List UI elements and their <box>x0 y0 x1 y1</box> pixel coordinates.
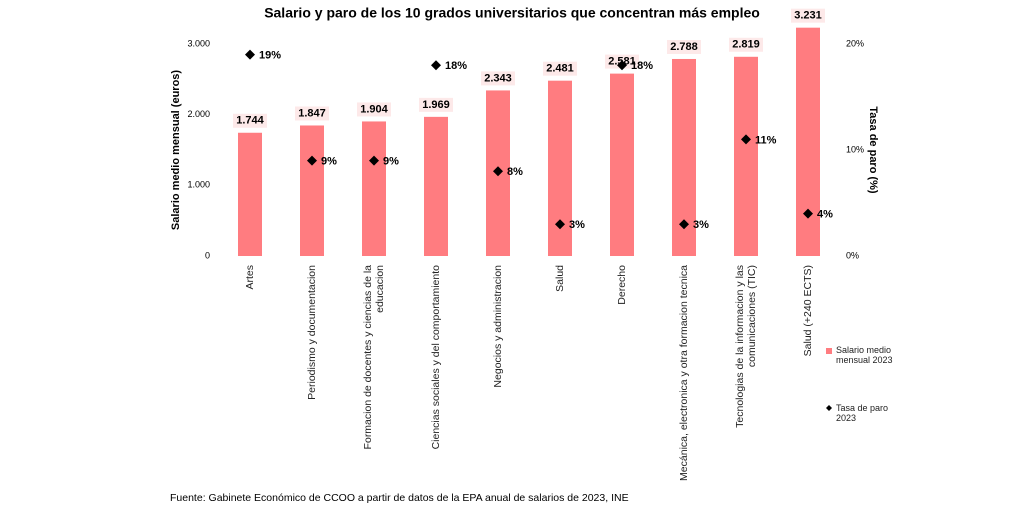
data-label: 2.343 <box>484 72 512 84</box>
data-label: 19% <box>259 50 281 62</box>
y-tick-label: 0 <box>205 250 210 260</box>
marker <box>679 219 689 230</box>
data-label-bg <box>295 106 329 121</box>
marker <box>803 208 813 219</box>
x-tick-label: Derecho <box>616 265 628 305</box>
marker <box>741 134 751 145</box>
x-tick-label: Negocios y administracion <box>492 265 504 388</box>
data-label: 11% <box>755 134 777 146</box>
data-label-bg <box>419 97 453 112</box>
x-tick-label: Salud (+240 ECTS) <box>802 265 814 357</box>
marker <box>307 155 317 166</box>
data-label-bg <box>357 102 391 117</box>
x-tick-label: Formacion de docentes y ciencias de la e… <box>362 265 386 450</box>
data-label: 1.904 <box>360 103 388 115</box>
marker <box>493 166 503 177</box>
marker <box>369 155 379 166</box>
x-tick-label: Mecánica, electronica y otra formacion t… <box>678 265 690 481</box>
x-tick-label: Periodismo y documentacion <box>306 265 318 400</box>
bar <box>610 73 634 256</box>
y2-tick-label: 10% <box>846 144 864 154</box>
data-label: 2.819 <box>732 39 760 51</box>
data-label: 3% <box>569 219 585 231</box>
bar <box>796 27 820 257</box>
chart-title: Salario y paro de los 10 grados universi… <box>264 5 760 21</box>
data-label-bg <box>791 8 825 23</box>
y-tick-label: 3.000 <box>187 38 210 48</box>
y2-axis-label: Tasa de paro (%) <box>867 106 879 194</box>
data-label-bg <box>729 37 763 52</box>
source: Fuente: Gabinete Económico de CCOO a par… <box>170 492 629 504</box>
y-axis-label: Salario medio mensual (euros) <box>170 70 182 230</box>
legend-swatch <box>826 405 832 411</box>
data-label: 1.847 <box>298 107 326 119</box>
data-label: 4% <box>817 209 833 221</box>
data-label: 1.969 <box>422 99 450 111</box>
x-tick-label: Ciencias sociales y del comportamiento <box>430 265 442 450</box>
data-label: 9% <box>321 156 337 168</box>
bar <box>238 132 262 256</box>
bar <box>424 116 448 256</box>
data-label: 18% <box>445 60 467 72</box>
legend-label: Salario medio mensual 2023 <box>836 345 893 365</box>
marker <box>555 219 565 230</box>
data-label: 3% <box>693 219 709 231</box>
data-label-bg <box>543 61 577 76</box>
y-tick-label: 1.000 <box>187 180 210 190</box>
data-label: 3.231 <box>794 10 822 22</box>
bar <box>734 56 758 257</box>
data-label-bg <box>481 71 515 86</box>
marker <box>617 60 627 71</box>
y-tick-label: 2.000 <box>187 109 210 119</box>
data-label: 1.744 <box>236 115 264 127</box>
y2-tick-label: 0% <box>846 250 859 260</box>
bar <box>300 125 324 256</box>
x-tick-label: Salud <box>554 265 566 292</box>
data-label: 2.481 <box>546 63 574 75</box>
bar <box>362 121 386 256</box>
data-label: 9% <box>383 156 399 168</box>
legend-label: Tasa de paro 2023 <box>836 403 889 423</box>
data-label-bg <box>667 39 701 54</box>
data-label-bg <box>233 113 267 128</box>
data-label: 8% <box>507 166 523 178</box>
x-tick-label: Artes <box>244 265 256 290</box>
legend-swatch <box>826 348 832 354</box>
marker <box>245 49 255 60</box>
data-label: 18% <box>631 60 653 72</box>
marker <box>431 60 441 71</box>
x-tick-label: Tecnologias de la informacion y las comu… <box>734 265 758 428</box>
data-label: 2.788 <box>670 41 698 53</box>
y2-tick-label: 20% <box>846 38 864 48</box>
